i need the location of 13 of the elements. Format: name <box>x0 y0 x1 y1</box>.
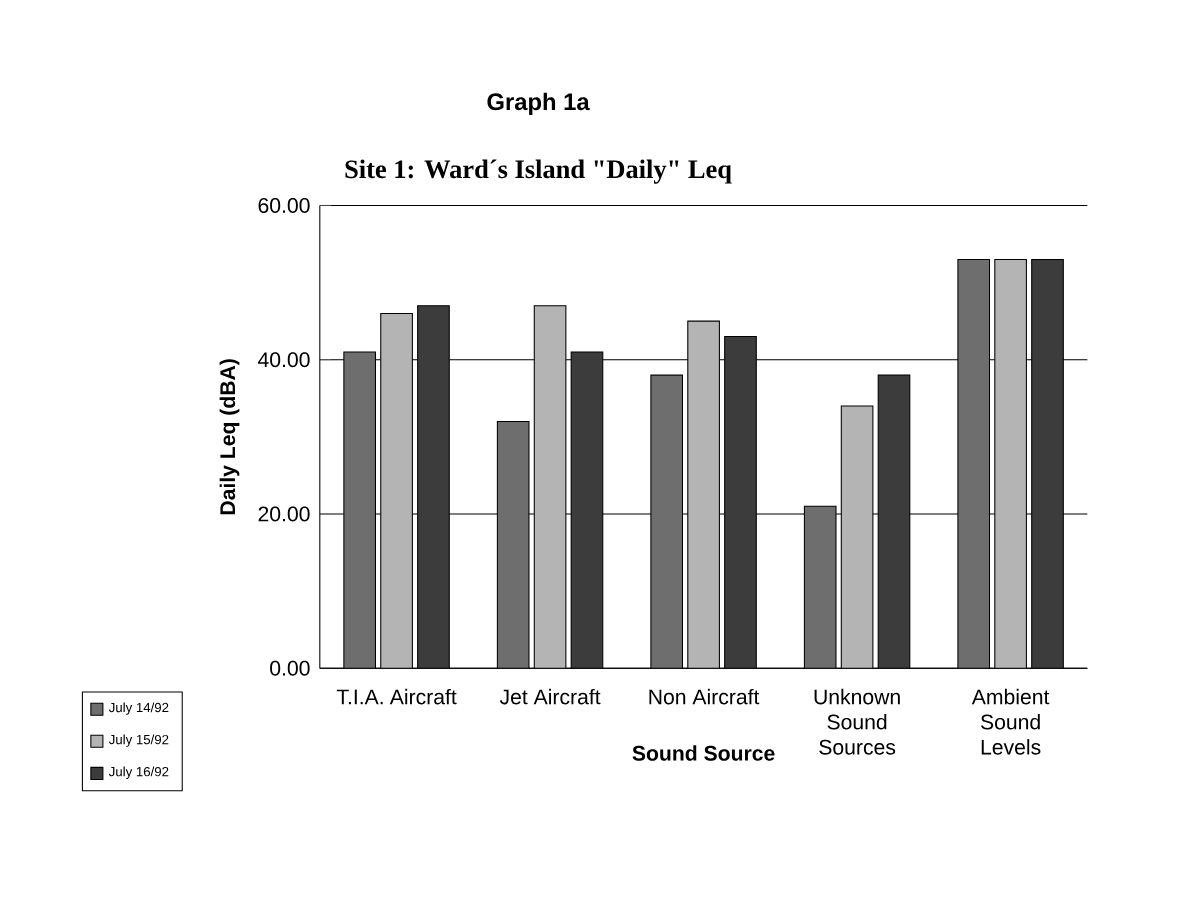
y-tick-label: 0.00 <box>270 660 310 676</box>
x-tick-label: Unknown Sound Sources <box>814 688 900 755</box>
x-tick-label: T.I.A. Aircraft <box>336 688 457 705</box>
x-tick-label: Ambient Sound Levels <box>971 688 1050 755</box>
x-tick-label: Non Aircraft <box>649 688 760 705</box>
x-tick-label: Jet Aircraft <box>499 688 601 705</box>
chart-title: Graph 1a <box>487 92 590 115</box>
y-tick-label: 40.00 <box>258 351 310 367</box>
y-tick-label: 60.00 <box>258 197 310 213</box>
y-axis-title: Daily Leq (dBA) <box>219 358 240 514</box>
x-axis-title: Sound Source <box>632 744 775 761</box>
y-tick-label: 20.00 <box>258 506 310 522</box>
chart-subtitle: Site 1: Ward´s Island "Daily" Leq <box>345 159 732 184</box>
